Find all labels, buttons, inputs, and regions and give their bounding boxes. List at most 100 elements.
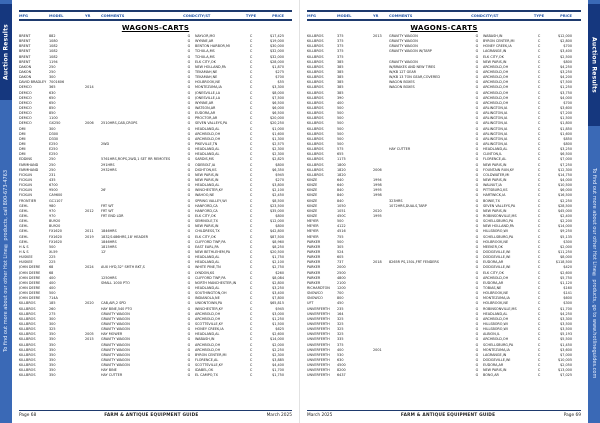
cell-city-st: SARDIS,MS xyxy=(195,157,214,162)
cell-type: C xyxy=(249,136,253,141)
table-row: UFT 450 G HOLBROOK,NE C $300 xyxy=(307,301,581,306)
cell-price: $7,000 xyxy=(560,157,572,162)
table-row: KILLBROS 500 G ARLINGTON,IA C $7,200 xyxy=(307,111,581,116)
cell-city-st: EUDORA,AR xyxy=(483,280,504,285)
cell-mfg: KILLBROS xyxy=(307,162,324,167)
cell-price: $3,600 xyxy=(560,347,572,352)
cell-cond: G xyxy=(187,116,191,121)
auction-results-tab: Auction Results xyxy=(588,4,600,126)
table-row: GEHL 980 FRT WT G HANFORD,CA C $23,500 xyxy=(19,203,292,208)
table-row: PARKER 500 G HOLBROOK,NE C $300 xyxy=(307,239,581,244)
table-row: KILLBROS 500 G ARLINGTON,IA C $800 xyxy=(307,141,581,146)
cell-price: $2,300 xyxy=(272,352,284,357)
results-table: KILLBROS 375 2013 GRAVITY WAGON G WABASH,IN C $… xyxy=(307,34,581,378)
table-row: GEHL BU920 G NEW PARIS,IN C $800 xyxy=(19,224,292,229)
cell-cond: G xyxy=(475,208,479,213)
cell-price: $945 xyxy=(275,172,284,177)
cell-cond: G xyxy=(187,373,191,378)
cell-model: 400 xyxy=(49,275,56,280)
cell-mfg: KILLBROS xyxy=(307,111,324,116)
cell-model: 1200 xyxy=(337,285,346,290)
cell-cond: G xyxy=(475,95,479,100)
cell-mfg: FARMHAND xyxy=(19,162,39,167)
cell-mfg: UNVERFERTH xyxy=(307,368,330,373)
cell-city-st: ELK CITY,OK xyxy=(195,234,216,239)
cell-type: C xyxy=(249,85,253,90)
cell-price: $141 xyxy=(563,291,572,296)
cell-model: 435 xyxy=(49,178,56,182)
cell-price: $14,000 xyxy=(269,337,284,342)
cell-price: $12,000 xyxy=(557,34,572,39)
cell-price: $16,500 xyxy=(557,193,572,198)
cell-type: C xyxy=(537,111,541,116)
column-header: YR xyxy=(85,13,91,18)
cell-price: $2,800 xyxy=(272,280,284,285)
cell-price: $1,250 xyxy=(272,316,284,321)
cell-type: C xyxy=(249,352,253,357)
cell-cond: G xyxy=(187,342,191,347)
cell-yr: 2006 xyxy=(373,167,382,172)
cell-city-st: ARCHBOLD,OH xyxy=(195,316,221,321)
cell-comments: FRT END LDR xyxy=(101,213,124,218)
cell-mfg: HUSKEE xyxy=(19,255,33,260)
cell-city-st: ARLINGTON,IA xyxy=(483,121,508,126)
cell-type: C xyxy=(249,54,253,59)
cell-cond: G xyxy=(475,244,479,249)
column-header: MFG xyxy=(19,13,28,18)
cell-price: $300 xyxy=(563,301,572,306)
cell-type: C xyxy=(537,311,541,316)
cell-type: C xyxy=(249,193,253,198)
cell-yr: 1995 xyxy=(373,213,382,218)
cell-mfg: KILLBROS xyxy=(307,172,324,177)
table-row: DMI D300 G ARCHBOLD,OH C $1,600 xyxy=(19,131,292,136)
cell-type: C xyxy=(249,90,253,95)
table-row: KILLBROS 350 GRAVITY WAGON G BYRON CENTER,MI… xyxy=(19,352,292,357)
cell-yr: 2005 xyxy=(85,332,94,337)
cell-cond: G xyxy=(475,100,479,105)
cell-mfg: UNVERFERTH xyxy=(307,306,330,311)
cell-price: $118,500 xyxy=(555,260,572,265)
cell-model: 8200 xyxy=(337,368,346,373)
cell-type: C xyxy=(249,59,253,64)
cell-city-st: ARCHBOLD,OH xyxy=(195,347,221,352)
cell-price: $35,000 xyxy=(269,208,284,213)
cell-type: C xyxy=(537,249,541,254)
table-row: DAKON 250 G NEW HOLLAND,PA C $1,870 xyxy=(19,64,292,69)
cell-city-st: SOUTHINGTON,OH xyxy=(195,291,227,296)
cell-cond: G xyxy=(187,291,191,296)
cell-mfg: KILLBROS xyxy=(307,136,324,141)
cell-yr: 2019 xyxy=(85,234,94,239)
table-row: KILLBROS 350 GRAVITY WAGON G ARCHBOLD,OH C $2,… xyxy=(19,342,292,347)
cell-model: 500 xyxy=(337,131,344,136)
table-row: KILLBROS 300 GRAVITY WAGON G ARCHBOLD,OH C $1,… xyxy=(19,316,292,321)
cell-price: $7,000 xyxy=(560,352,572,357)
table-row: PARKER 305 G MEEKER,OK C $2,000 xyxy=(307,244,581,249)
cell-city-st: HILLSBORO,WI xyxy=(483,327,508,332)
cell-type: C xyxy=(249,270,253,275)
cell-city-st: ELK CITY,OK xyxy=(483,54,504,59)
cell-type: C xyxy=(537,265,541,270)
cell-comments: GRAVITY WAGON xyxy=(389,44,418,49)
column-header: MODEL xyxy=(49,13,64,18)
cell-mfg: DAKON xyxy=(19,75,32,80)
cell-city-st: FLORENCE,AL xyxy=(483,157,507,162)
cell-price: $7,200 xyxy=(560,111,572,116)
cell-price: $8,500 xyxy=(272,198,284,203)
cell-model: XL59 xyxy=(49,249,58,254)
cell-city-st: EUDORA,AR xyxy=(483,260,504,265)
cell-cond: G xyxy=(187,100,191,105)
cell-mfg: FICKLIN xyxy=(19,178,32,182)
cell-model: 755 xyxy=(337,234,344,239)
cell-model: 375 xyxy=(337,342,344,347)
cell-price: $14,000 xyxy=(557,224,572,229)
auction-results-label: Auction Results xyxy=(590,37,598,93)
column-header: TYPE xyxy=(245,13,257,18)
cell-type: C xyxy=(537,121,541,126)
table-row: SNOWCO 700 G HOLBROOK,NE C $141 xyxy=(307,291,581,296)
cell-model: 385 xyxy=(337,59,344,64)
cell-model: 275 xyxy=(49,311,56,316)
table-row: KILLBROS 500 G ARLINGTON,IA C $850 xyxy=(307,136,581,141)
footer-guide-title: FARM & ANTIQUE EQUIPMENT GUIDE xyxy=(400,413,496,418)
table-row: UNVERFERTH 235 G ROBINSONVILLE,MS C $1,700 xyxy=(307,306,581,311)
cell-city-st: DIGHTON,KS xyxy=(195,167,217,172)
